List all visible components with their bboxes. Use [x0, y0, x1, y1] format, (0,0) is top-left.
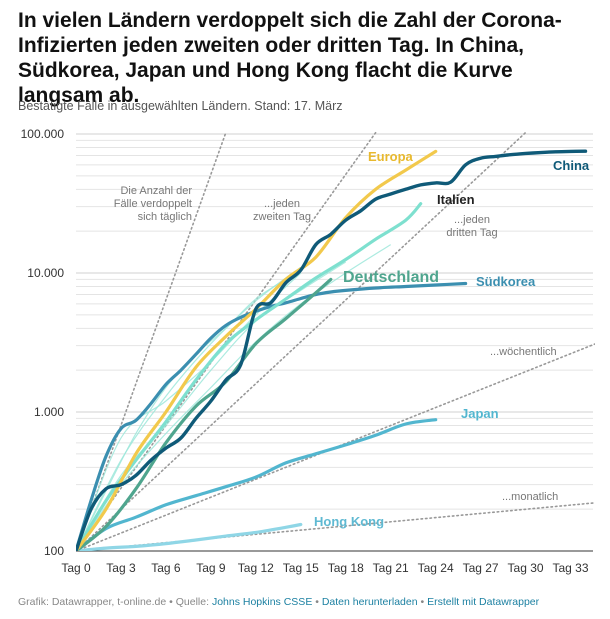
reference-label-every-second-day: ...jeden zweiten Tag — [253, 198, 311, 223]
x-tick-label: Tag 27 — [463, 561, 499, 575]
chart-area: 100 1.000 10.000 100.000 Tag 0 Tag 3 Tag 6 Tag … — [21, 127, 595, 575]
source-link[interactable]: Johns Hopkins CSSE — [211, 596, 313, 608]
x-tick-label: Tag 12 — [238, 561, 274, 575]
reference-label-every-second-day-line: ...jeden — [264, 198, 300, 210]
download-data-link[interactable]: Daten herunterladen — [321, 596, 418, 608]
other-country-line — [76, 261, 347, 551]
x-tick-label: Tag 24 — [418, 561, 454, 575]
x-tick-label: Tag 3 — [106, 561, 136, 575]
y-tick-label: 100.000 — [21, 127, 65, 141]
other-country-line — [76, 266, 302, 551]
reference-label-monthly-line: ...monatlich — [502, 491, 558, 503]
series-label-deutschland: Deutschland — [343, 269, 439, 286]
series-line-italien — [76, 202, 423, 551]
series-line-japan — [76, 418, 438, 551]
x-tick-label: Tag 9 — [196, 561, 226, 575]
reference-line-weekly — [76, 343, 595, 551]
y-tick-label: 100 — [44, 544, 64, 558]
chart-title: In vielen Ländern verdoppelt sich die Za… — [18, 9, 562, 107]
reference-label-weekly-line: ...wöchentlich — [490, 346, 557, 358]
series-line-suedkorea — [76, 281, 468, 551]
series-label-italien: Italien — [437, 192, 475, 207]
made-with-datawrapper-link[interactable]: Erstellt mit Datawrapper — [427, 596, 540, 608]
reference-label-every-third-day-line: ...jeden — [454, 214, 490, 226]
reference-label-daily-line: sich täglich — [138, 211, 192, 223]
x-tick-label: Tag 15 — [283, 561, 319, 575]
series-label-japan: Japan — [461, 406, 499, 421]
reference-label-monthly: ...monatlich — [502, 491, 558, 503]
data-lines — [76, 149, 588, 551]
y-tick-label: 1.000 — [34, 405, 64, 419]
series-line-hongkong — [76, 522, 303, 551]
x-tick-label: Tag 21 — [373, 561, 409, 575]
chart-footer: Grafik: Datawrapper, t-online.de • Quell… — [18, 596, 539, 608]
reference-line-daily — [76, 131, 227, 551]
series-line-china — [76, 149, 588, 551]
series-label-china: China — [553, 158, 590, 173]
series-label-suedkorea: Südkorea — [476, 274, 536, 289]
chart-subtitle: Bestätigte Fälle in ausgewählten Ländern… — [18, 99, 343, 113]
reference-label-every-second-day-line: zweiten Tag — [253, 211, 311, 223]
x-tick-label: Tag 0 — [61, 561, 91, 575]
reference-label-weekly: ...wöchentlich — [490, 346, 557, 358]
x-tick-label: Tag 18 — [328, 561, 364, 575]
x-tick-label: Tag 30 — [508, 561, 544, 575]
series-line-deutschland — [76, 277, 333, 551]
reference-label-daily: Die Anzahl der Fälle verdoppelt sich tägli… — [114, 185, 193, 223]
reference-line-every3 — [76, 131, 527, 551]
series-label-europa: Europa — [368, 149, 414, 164]
footer-separator: • — [312, 596, 322, 608]
footer-credit: Grafik: Datawrapper, t-online.de • Quell… — [18, 596, 212, 608]
footer-separator: • — [417, 596, 428, 608]
reference-label-every-third-day-line: dritten Tag — [446, 227, 497, 239]
reference-label-daily-line: Die Anzahl der — [120, 185, 192, 197]
x-tick-label: Tag 6 — [151, 561, 181, 575]
series-label-hongkong: Hong Kong — [314, 514, 384, 529]
reference-label-daily-line: Fälle verdoppelt — [114, 198, 192, 210]
y-tick-label: 10.000 — [27, 266, 64, 280]
reference-label-every-third-day: ...jeden dritten Tag — [446, 214, 497, 239]
x-tick-label: Tag 33 — [553, 561, 589, 575]
